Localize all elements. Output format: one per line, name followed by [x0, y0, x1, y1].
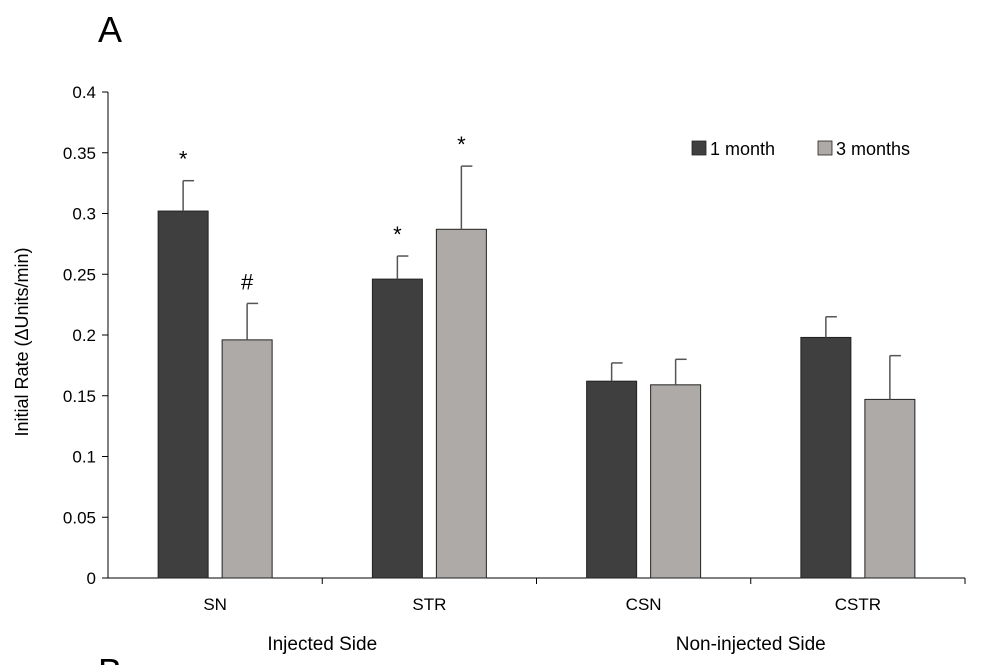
significance-marker: *	[179, 147, 188, 172]
significance-marker: #	[241, 269, 254, 294]
y-tick-label: 0.1	[72, 448, 96, 467]
x-tick-label: CSN	[626, 595, 662, 614]
y-axis-label: Initial Rate (ΔUnits/min)	[12, 247, 32, 436]
bar	[650, 384, 702, 579]
y-tick-label: 0.3	[72, 205, 96, 224]
panel-label: A	[98, 9, 122, 50]
x-tick-label: CSTR	[835, 595, 881, 614]
y-tick-label: 0.35	[63, 144, 96, 163]
legend-swatch	[817, 140, 833, 156]
x-group-label: Injected Side	[267, 634, 377, 655]
legend-label: 1 month	[710, 139, 775, 159]
legend: 1 month 3 months	[691, 139, 910, 159]
labels: 0 0.05 0.1 0.15 0.2 0.25 0.3 0.35 0.4 Initial Rat…	[12, 83, 881, 655]
bar	[586, 380, 638, 579]
y-tick-label: 0.25	[63, 265, 96, 284]
next-panel-label-partial: B	[98, 651, 122, 665]
bar	[221, 339, 273, 579]
bar	[800, 336, 852, 579]
y-tick-label: 0.4	[72, 83, 96, 102]
y-tick-label: 0.15	[63, 387, 96, 406]
bar	[864, 398, 916, 579]
x-group-label: Non-injected Side	[676, 634, 826, 655]
y-tick-label: 0.2	[72, 326, 96, 345]
y-tick-label: 0	[87, 569, 96, 588]
bars	[157, 165, 916, 579]
x-tick-label: SN	[203, 595, 227, 614]
legend-label: 3 months	[836, 139, 910, 159]
bar	[435, 228, 487, 579]
y-tick-label: 0.05	[63, 508, 96, 527]
bar	[157, 210, 209, 579]
x-tick-label: STR	[412, 595, 446, 614]
legend-swatch	[691, 140, 707, 156]
bar	[371, 278, 423, 579]
significance-marker: *	[393, 222, 402, 247]
significance-marker: *	[457, 132, 466, 157]
